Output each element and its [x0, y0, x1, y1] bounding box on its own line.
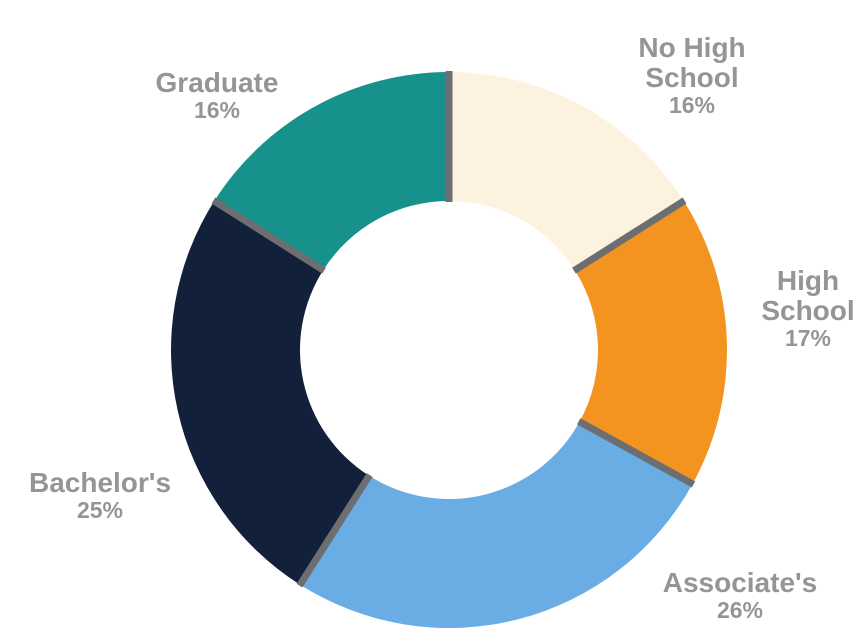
category-label: No High School	[638, 32, 746, 93]
donut-slice	[214, 72, 449, 271]
value-label: 16%	[193, 97, 241, 123]
separator	[296, 473, 373, 588]
slice-label: Bachelor's 25%	[0, 467, 215, 523]
value-label: 26%	[716, 597, 764, 623]
slice-label: High School 17%	[748, 265, 867, 351]
slice-label: Graduate 16%	[117, 67, 317, 123]
category-label: Associate's	[662, 567, 818, 598]
category-label: High School	[761, 265, 855, 326]
donut-slice	[449, 72, 684, 271]
donut-slice	[300, 421, 693, 629]
category-label: Graduate	[155, 67, 279, 98]
donut-slice	[170, 201, 370, 585]
value-label: 16%	[668, 92, 716, 118]
separator	[577, 418, 696, 488]
value-label: 25%	[76, 497, 124, 523]
slice-label: No High School 16%	[617, 32, 767, 118]
donut-slice	[574, 201, 727, 484]
value-label: 17%	[784, 325, 832, 351]
separator	[211, 197, 326, 274]
slice-label: Associate's 26%	[625, 567, 855, 623]
category-label: Bachelor's	[28, 467, 172, 498]
separator	[572, 197, 687, 274]
